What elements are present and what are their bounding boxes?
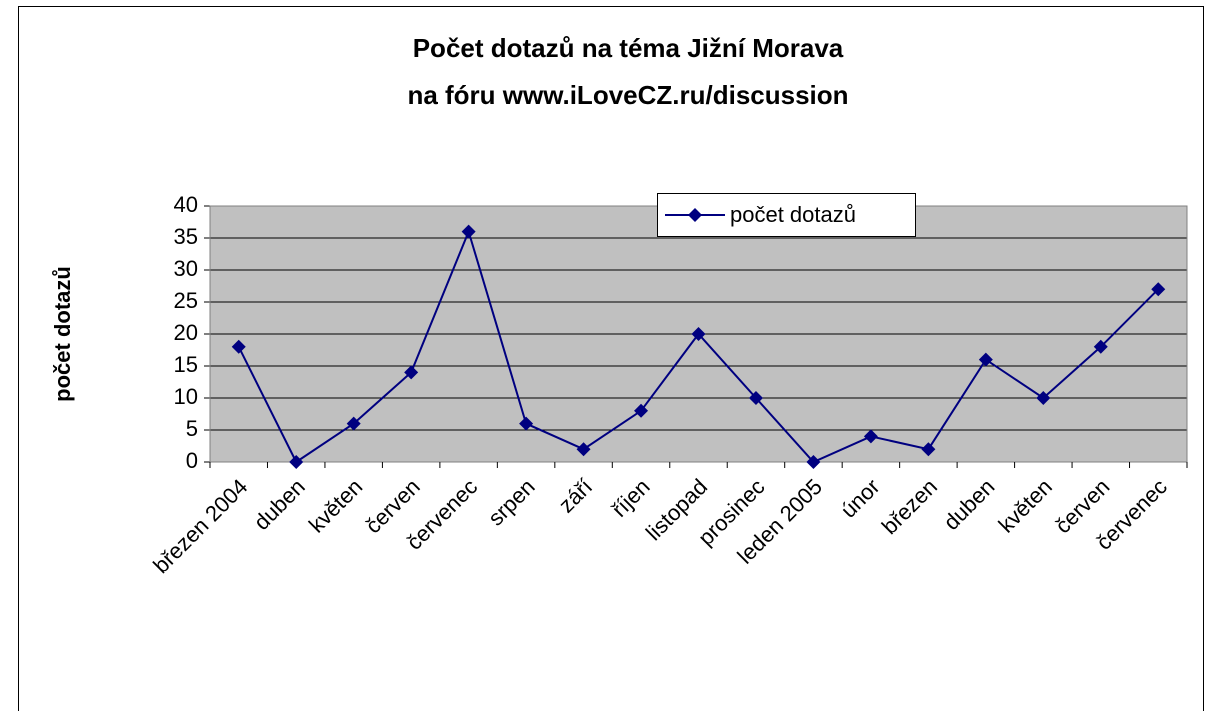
y-tick-label: 25 (174, 288, 198, 313)
point (863, 429, 878, 444)
point (1036, 391, 1051, 405)
point (806, 455, 821, 469)
chart-title: na fóru www.iLoveCZ.ru/discussion (407, 80, 848, 110)
y-tick-label: 10 (174, 384, 198, 409)
point (1151, 282, 1166, 297)
point (978, 352, 993, 367)
y-axis-label: počet dotazů (50, 266, 75, 402)
point (404, 365, 419, 380)
point (576, 442, 591, 457)
point (748, 391, 763, 405)
y-tick-label: 40 (174, 192, 198, 217)
point (289, 455, 304, 469)
y-tick-label: 0 (186, 448, 198, 473)
legend-marker (688, 208, 702, 222)
point (634, 403, 649, 418)
chart-title: Počet dotazů na téma Jižní Morava (413, 33, 844, 63)
y-tick-label: 30 (174, 256, 198, 281)
y-tick-label: 5 (186, 416, 198, 441)
point (231, 339, 246, 354)
point (1093, 339, 1108, 354)
point (461, 224, 476, 239)
point (921, 442, 936, 457)
point (346, 416, 361, 431)
y-tick-label: 15 (174, 352, 198, 377)
y-tick-label: 35 (174, 224, 198, 249)
point (691, 327, 706, 341)
point (519, 416, 534, 431)
legend-label: počet dotazů (730, 202, 856, 227)
y-tick-label: 20 (174, 320, 198, 345)
